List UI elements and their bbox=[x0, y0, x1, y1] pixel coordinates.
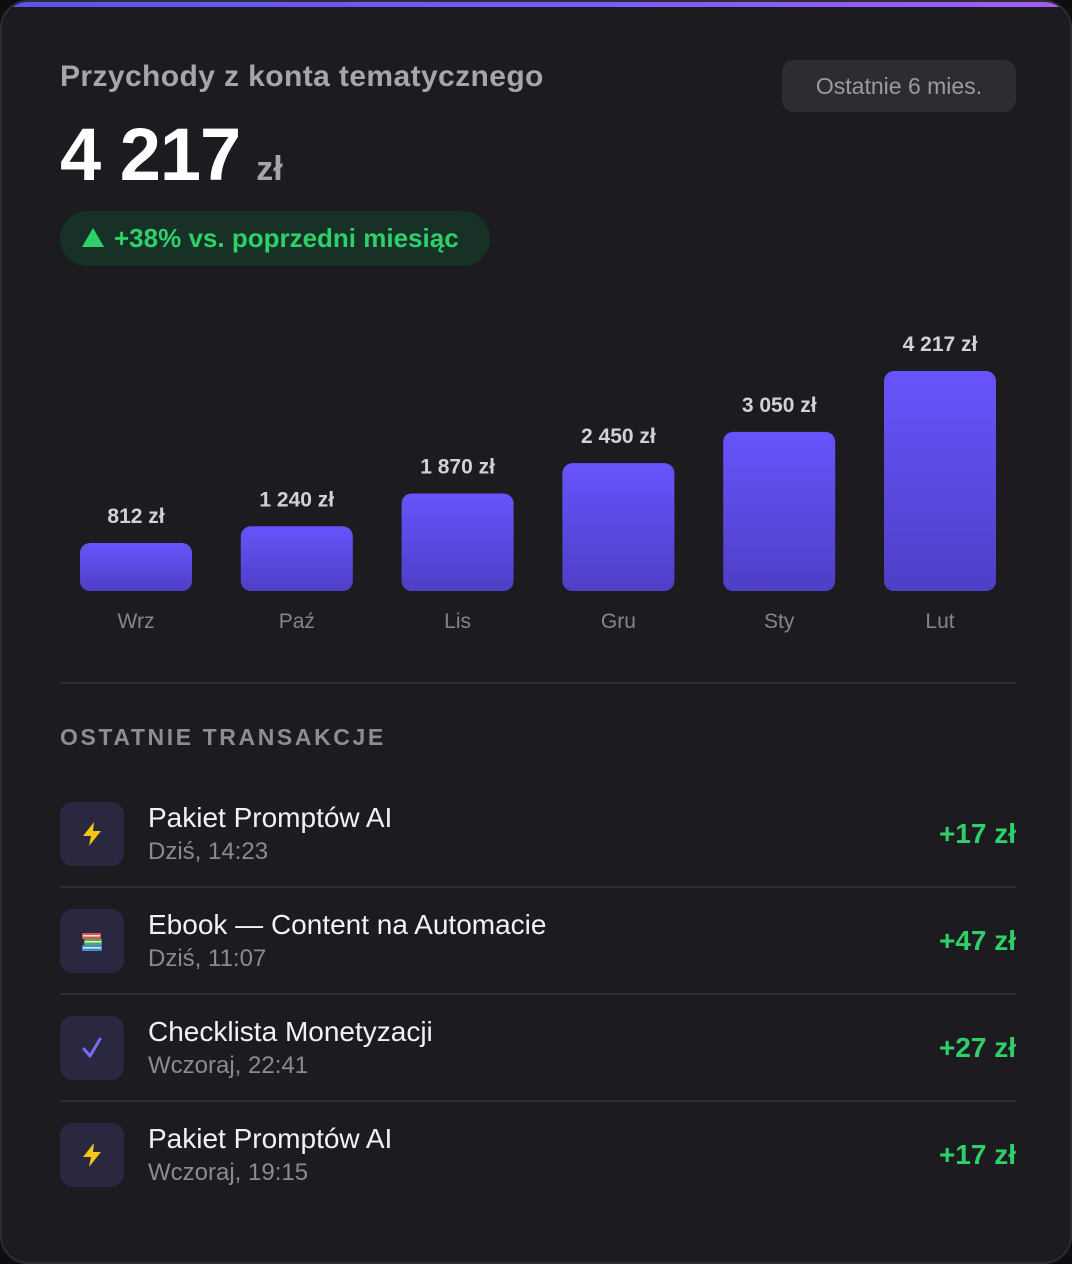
bar-value-label: 4 217 zł bbox=[903, 333, 978, 356]
lightning-icon bbox=[60, 1123, 124, 1187]
bar-lut bbox=[884, 371, 996, 591]
row-divider bbox=[60, 993, 1016, 995]
category-label: Lut bbox=[925, 610, 954, 633]
checkmark-icon bbox=[60, 1016, 124, 1080]
transaction-row[interactable]: Checklista Monetyzacji Wczoraj, 22:41 +2… bbox=[60, 1016, 1016, 1123]
total-currency: zł bbox=[256, 150, 283, 188]
triangle-up-icon bbox=[82, 228, 104, 247]
period-selector-button[interactable]: Ostatnie 6 mies. bbox=[782, 60, 1016, 112]
total-value: 4 217 bbox=[60, 113, 241, 196]
transaction-time: Dziś, 14:23 bbox=[148, 838, 269, 865]
row-divider bbox=[60, 1100, 1016, 1102]
accent-bar bbox=[2, 2, 1070, 7]
row-divider bbox=[60, 886, 1016, 888]
bar-value-label: 3 050 zł bbox=[742, 394, 817, 417]
category-label: Lis bbox=[444, 610, 471, 633]
category-label: Gru bbox=[601, 610, 636, 633]
transaction-name: Pakiet Promptów AI bbox=[148, 802, 393, 833]
total-revenue: 4 217 zł bbox=[60, 112, 283, 197]
bar-paź bbox=[240, 526, 353, 591]
bar-sty bbox=[723, 431, 836, 591]
category-label: Wrz bbox=[118, 610, 155, 633]
transaction-name: Pakiet Promptów AI bbox=[148, 1123, 393, 1154]
category-label: Sty bbox=[764, 610, 795, 633]
bar-wrz bbox=[80, 543, 192, 591]
transaction-row[interactable]: Pakiet Promptów AI Dziś, 14:23 +17 zł bbox=[60, 802, 1016, 909]
transaction-amount: +27 zł bbox=[938, 1032, 1016, 1063]
transaction-time: Dziś, 11:07 bbox=[148, 945, 267, 972]
transaction-row[interactable]: Pakiet Promptów AI Wczoraj, 19:15 +17 zł bbox=[60, 1123, 1016, 1230]
change-text: +38% vs. poprzedni miesiąc bbox=[114, 223, 459, 253]
transaction-amount: +17 zł bbox=[938, 1139, 1016, 1170]
lightning-icon bbox=[60, 802, 124, 866]
bar-gru bbox=[562, 463, 675, 591]
card-title: Przychody z konta tematycznego bbox=[60, 60, 544, 93]
bar-value-label: 1 870 zł bbox=[420, 455, 495, 478]
bar-value-label: 2 450 zł bbox=[581, 425, 656, 448]
transaction-time: Wczoraj, 19:15 bbox=[148, 1159, 309, 1186]
bar-value-label: 1 240 zł bbox=[259, 488, 334, 511]
books-icon bbox=[60, 909, 124, 973]
category-label: Paź bbox=[279, 610, 315, 633]
transactions-section-title: OSTATNIE TRANSAKCJE bbox=[60, 724, 386, 750]
transaction-amount: +17 zł bbox=[938, 818, 1016, 849]
transaction-name: Ebook — Content na Automacie bbox=[148, 909, 547, 940]
bar-lis bbox=[401, 493, 514, 591]
revenue-bar-chart: 812 zł Wrz 1 240 zł Paź 1 870 zł Lis 2 450 zł G… bbox=[80, 333, 996, 633]
transaction-time: Wczoraj, 22:41 bbox=[148, 1052, 309, 1079]
section-divider bbox=[60, 682, 1016, 684]
transaction-row[interactable]: Ebook — Content na Automacie Dziś, 11:07… bbox=[60, 909, 1016, 1016]
change-badge: +38% vs. poprzedni miesiąc bbox=[60, 211, 490, 266]
transaction-name: Checklista Monetyzacji bbox=[148, 1016, 433, 1047]
bar-value-label: 812 zł bbox=[107, 505, 164, 528]
transaction-amount: +47 zł bbox=[938, 925, 1016, 956]
